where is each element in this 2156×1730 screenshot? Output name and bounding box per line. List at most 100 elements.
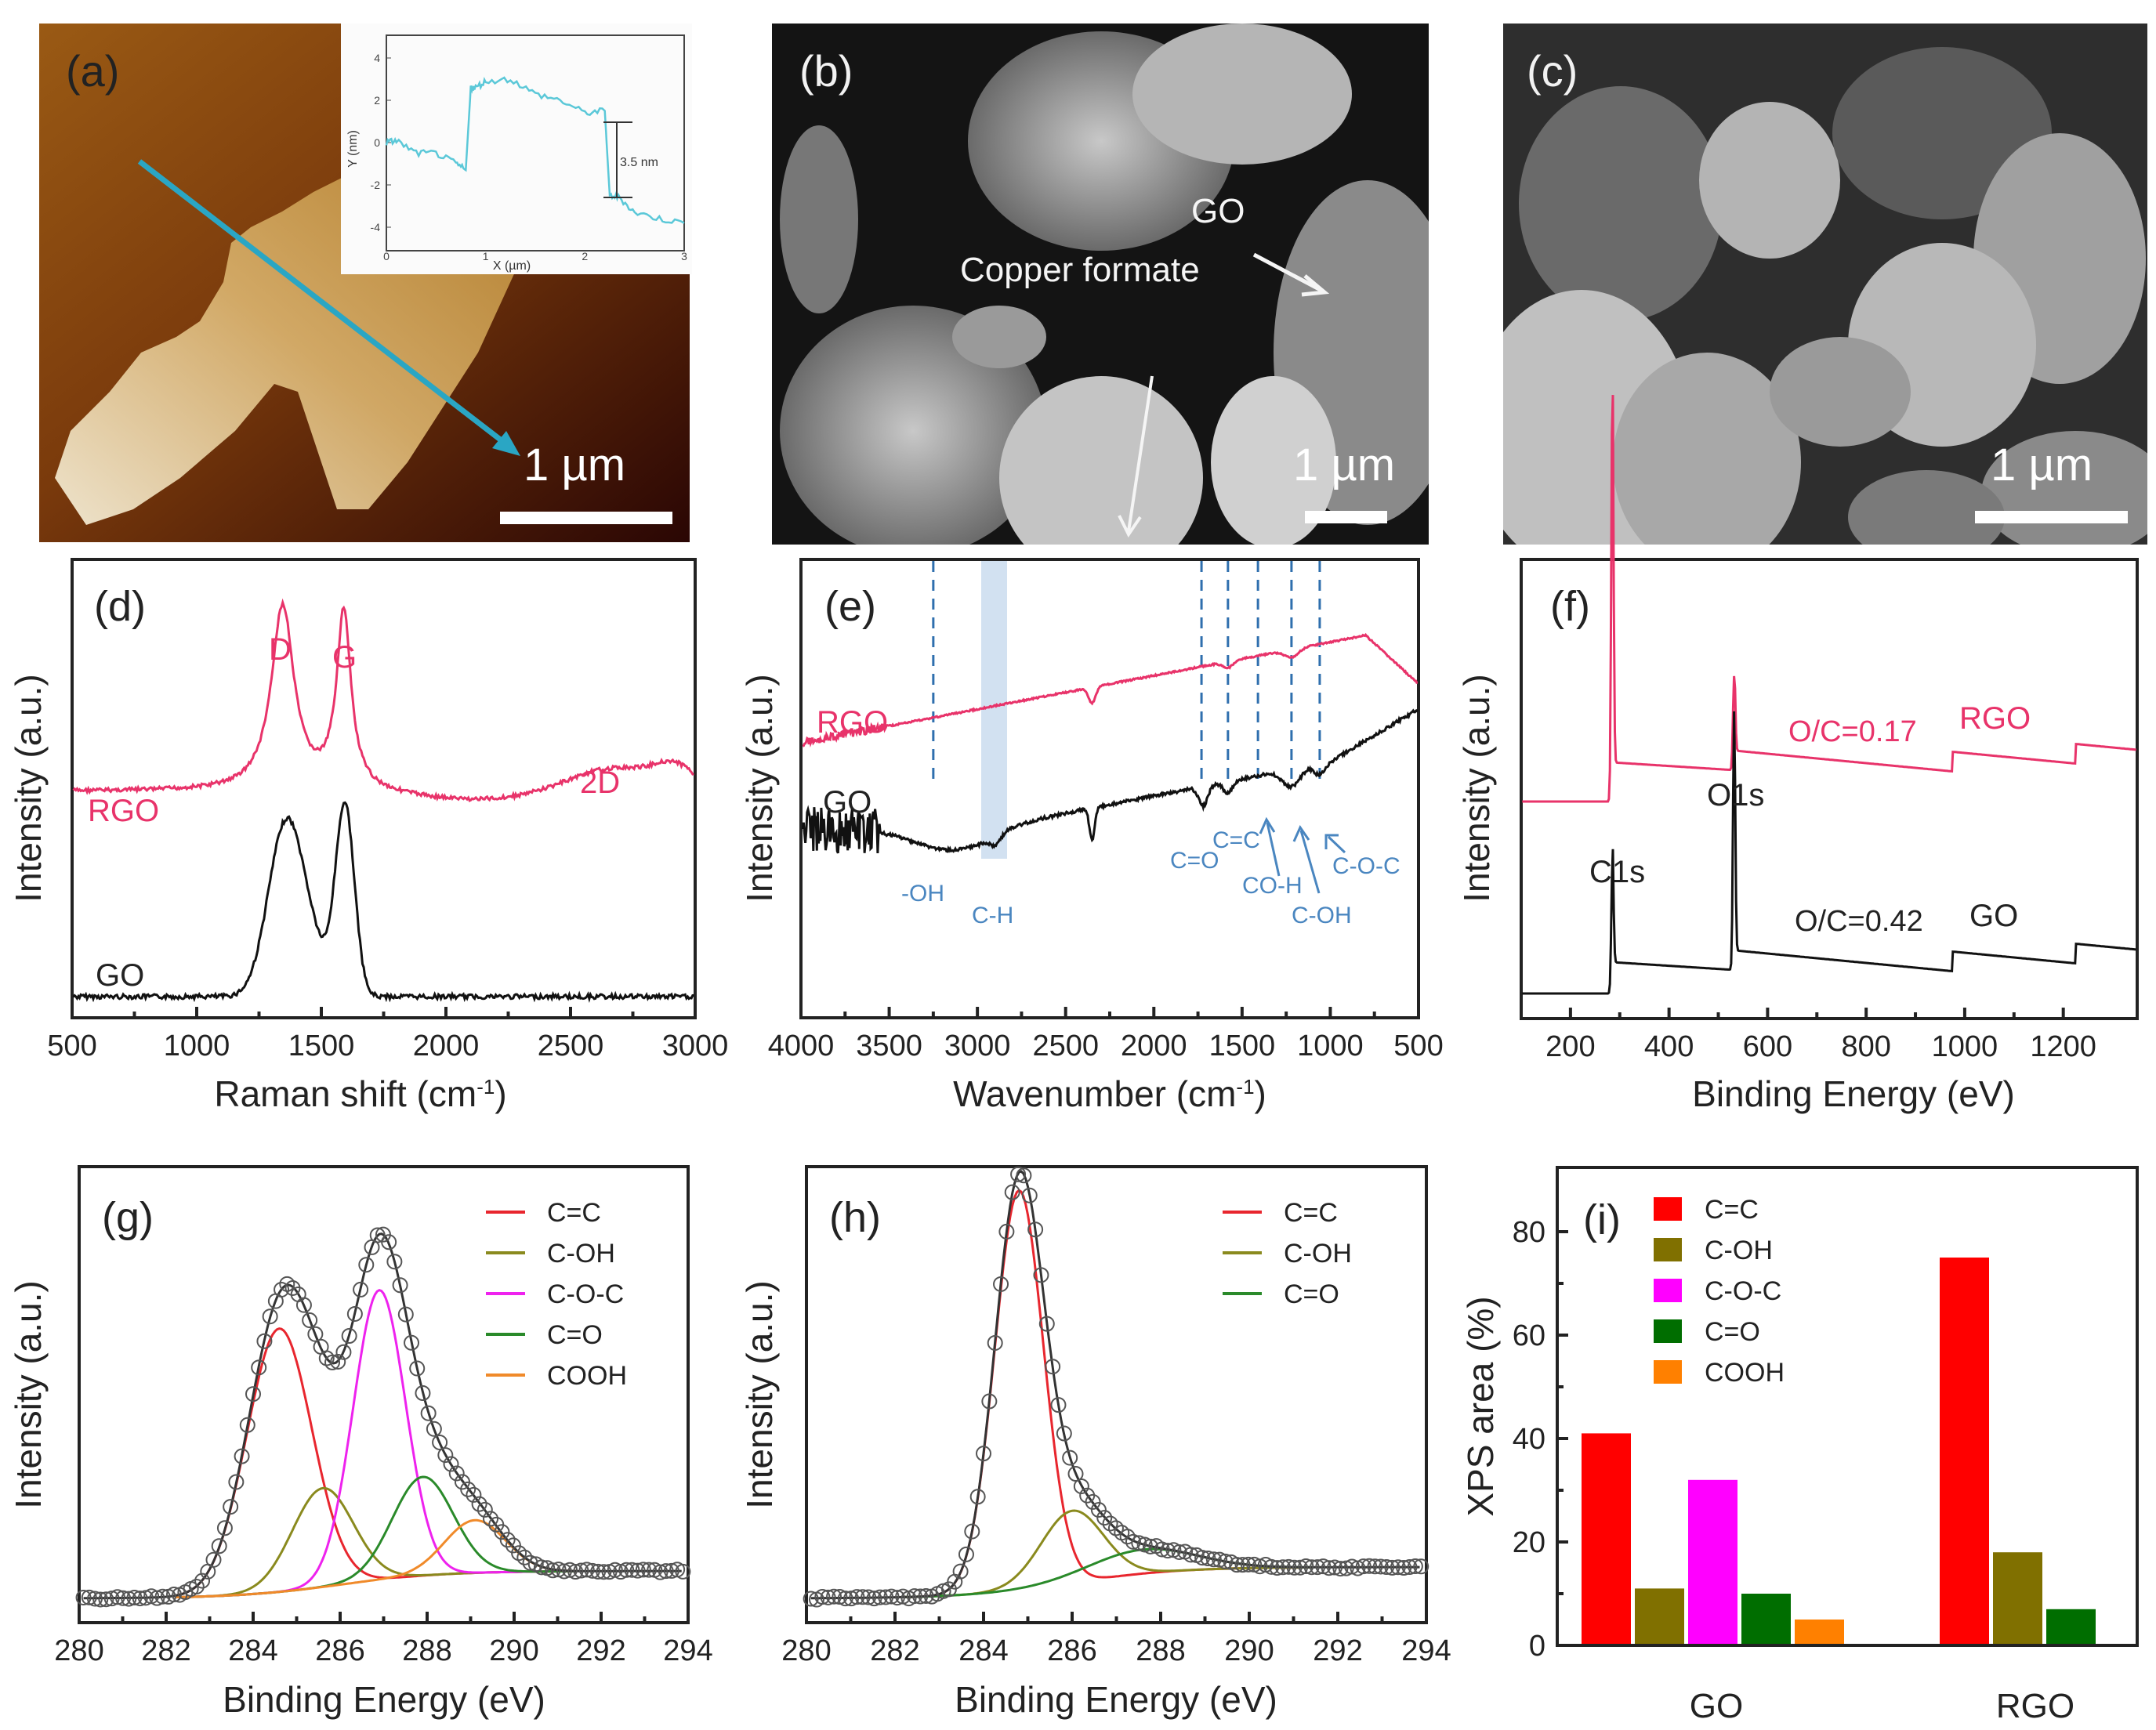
- i-ylabel: XPS area (%): [1460, 1296, 1501, 1516]
- o1s-label: O1s: [1707, 778, 1764, 813]
- scale-label-b: 1 µm: [1293, 440, 1396, 490]
- svg-text:282: 282: [141, 1634, 190, 1667]
- svg-text:3000: 3000: [662, 1030, 729, 1062]
- svg-text:-4: -4: [371, 221, 381, 233]
- sem-arrows: [1118, 252, 1330, 537]
- afm-height-profile-inset: 0 1 2 3 4 2 0 -2 -4 3.5 nm X (µm) Y (nm): [341, 24, 692, 274]
- f-xlabel: Binding Energy (eV): [1692, 1073, 2015, 1114]
- svg-text:3000: 3000: [944, 1030, 1011, 1062]
- svg-text:C-O-C: C-O-C: [1705, 1276, 1781, 1306]
- svg-text:294: 294: [1401, 1634, 1451, 1667]
- rgo-series-label-e: RGO: [817, 705, 888, 740]
- svg-text:1000: 1000: [1932, 1030, 1998, 1063]
- go-annotation: GO: [1191, 192, 1245, 230]
- panel-label-h: (h): [829, 1194, 881, 1241]
- svg-text:C=C: C=C: [1284, 1198, 1338, 1228]
- svg-text:C-OH: C-OH: [547, 1239, 615, 1269]
- sem-image-c: [1503, 24, 2147, 545]
- ch-band-highlight: [981, 561, 1007, 859]
- inset-ylabel: Y (nm): [346, 130, 360, 168]
- coc-label: C-O-C: [1332, 853, 1400, 879]
- g-xlabel: Binding Energy (eV): [223, 1679, 545, 1720]
- go-series-label-e: GO: [823, 785, 871, 820]
- svg-text:2: 2: [582, 250, 588, 262]
- svg-text:C=C: C=C: [1705, 1195, 1759, 1225]
- svg-text:60: 60: [1513, 1319, 1545, 1352]
- svg-text:280: 280: [781, 1634, 831, 1667]
- svg-text:C-OH: C-OH: [1284, 1239, 1352, 1269]
- panel-label-c: (c): [1527, 46, 1578, 96]
- scale-label-c: 1 µm: [1991, 440, 2093, 490]
- go-series-label-d: GO: [96, 958, 144, 993]
- svg-text:1500: 1500: [288, 1030, 355, 1062]
- svg-text:C=O: C=O: [1705, 1317, 1760, 1347]
- svg-text:0: 0: [374, 136, 380, 149]
- d-peak-label: D: [269, 632, 292, 667]
- chart-g-c1s-go: 280 282 284 286 288 290 292 294 (g) C=C C-OH C-O-…: [8, 1165, 713, 1720]
- svg-text:0: 0: [383, 250, 390, 262]
- sem-texture-b: [772, 24, 1429, 545]
- chart-d-raman: 500 1000 1500 2000 2500 3000 (d) D G 2D RGO G…: [8, 558, 729, 1114]
- panel-label-g: (g): [102, 1194, 154, 1241]
- svg-text:1000: 1000: [1297, 1030, 1364, 1062]
- chart-e-ftir: 4000 3500 3000 2500 2000 1500 1000 500 (e) RGO …: [739, 558, 1444, 1114]
- svg-text:500: 500: [47, 1030, 96, 1062]
- svg-text:280: 280: [54, 1634, 103, 1667]
- svg-text:800: 800: [1841, 1030, 1890, 1063]
- svg-text:292: 292: [1313, 1634, 1362, 1667]
- svg-text:0: 0: [1529, 1630, 1545, 1663]
- sem-texture-c: [1503, 24, 2147, 545]
- oc-ratio-go: O/C=0.42: [1795, 905, 1923, 938]
- co-label: C=O: [1170, 848, 1219, 874]
- svg-text:400: 400: [1644, 1030, 1694, 1063]
- oh-label: -OH: [901, 881, 944, 907]
- svg-text:1000: 1000: [164, 1030, 230, 1062]
- panel-label-f: (f): [1550, 583, 1590, 630]
- panel-label-i: (i): [1583, 1196, 1621, 1243]
- sem-image-b: [772, 24, 1429, 545]
- svg-text:2500: 2500: [1032, 1030, 1099, 1062]
- svg-text:-2: -2: [371, 179, 381, 191]
- cc-label: C=C: [1212, 827, 1260, 853]
- copper-formate-annotation: Copper formate: [960, 251, 1200, 289]
- svg-text:290: 290: [489, 1634, 538, 1667]
- f-ylabel: Intensity (a.u.): [1456, 674, 1497, 902]
- panel-label-a: (a): [66, 46, 120, 96]
- oc-ratio-rgo: O/C=0.17: [1788, 715, 1917, 748]
- svg-text:COOH: COOH: [1705, 1358, 1785, 1388]
- 2d-peak-label: 2D: [580, 765, 620, 800]
- scale-bar-c: [1975, 511, 2128, 523]
- chart-h-c1s-rgo: 280 282 284 286 288 290 292 294 (h) C=CC-OHC=O …: [739, 1165, 1451, 1720]
- step-height-label: 3.5 nm: [620, 156, 658, 169]
- g-peak-label: G: [332, 640, 357, 675]
- ch-label: C-H: [972, 903, 1013, 928]
- svg-text:C-OH: C-OH: [1705, 1236, 1773, 1265]
- svg-text:3: 3: [681, 250, 687, 262]
- svg-text:1200: 1200: [2030, 1030, 2096, 1063]
- svg-text:288: 288: [402, 1634, 451, 1667]
- e-xlabel: Wavenumber (cm-1): [953, 1073, 1266, 1114]
- svg-text:2000: 2000: [1121, 1030, 1187, 1062]
- panel-label-d: (d): [94, 583, 146, 630]
- svg-text:COOH: COOH: [547, 1361, 627, 1391]
- svg-text:1: 1: [483, 250, 489, 262]
- svg-text:40: 40: [1513, 1423, 1545, 1456]
- svg-text:600: 600: [1743, 1030, 1792, 1063]
- svg-text:200: 200: [1545, 1030, 1595, 1063]
- svg-text:4000: 4000: [768, 1030, 835, 1062]
- h-xlabel: Binding Energy (eV): [955, 1679, 1277, 1720]
- svg-text:290: 290: [1224, 1634, 1274, 1667]
- e-ylabel: Intensity (a.u.): [739, 674, 780, 902]
- panel-label-e: (e): [824, 583, 876, 630]
- svg-text:2500: 2500: [538, 1030, 604, 1062]
- ftir-annotation-arrows: [1259, 816, 1346, 894]
- rgo-series-label-f: RGO: [1959, 701, 2031, 736]
- svg-text:C=O: C=O: [547, 1320, 603, 1350]
- svg-text:282: 282: [870, 1634, 919, 1667]
- inset-xlabel: X (µm): [493, 259, 531, 273]
- svg-text:C=C: C=C: [547, 1198, 601, 1228]
- chart-i-xps-area-bars: 0 20 40 60 80 GO RGO (i) C=C C-OH C-O-C C=O COOH X…: [1460, 1166, 2139, 1725]
- svg-text:2: 2: [374, 94, 380, 107]
- svg-text:3500: 3500: [856, 1030, 922, 1062]
